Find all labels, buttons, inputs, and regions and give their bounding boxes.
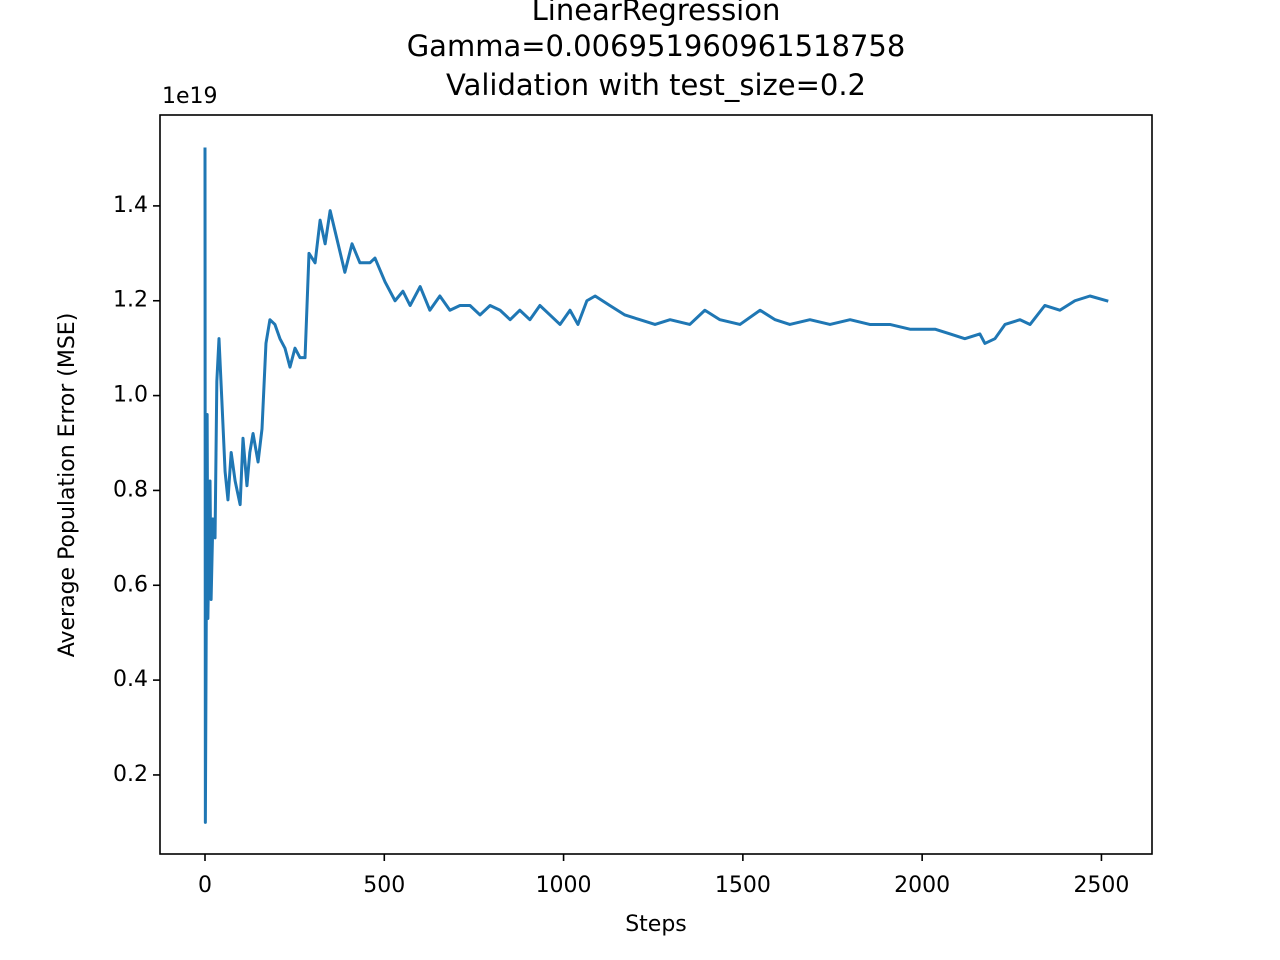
y-tick-label: 1.0 bbox=[113, 383, 148, 408]
y-offset-label: 1e19 bbox=[162, 84, 218, 109]
plot-frame bbox=[159, 114, 1153, 855]
y-tick-label: 0.6 bbox=[113, 572, 148, 597]
y-tick-label: 1.2 bbox=[113, 288, 148, 313]
x-tick-label: 1000 bbox=[536, 873, 592, 898]
chart-subtitle: Gamma=0.006951960961518758 bbox=[407, 29, 906, 63]
y-tick-label: 1.4 bbox=[113, 193, 148, 218]
chart-title: LinearRegression bbox=[532, 0, 781, 27]
x-tick-label: 0 bbox=[198, 873, 212, 898]
y-axis-label: Average Population Error (MSE) bbox=[55, 313, 80, 658]
data-line bbox=[203, 147, 1109, 824]
x-tick-label: 2500 bbox=[1073, 873, 1129, 898]
chart-subtitle: Validation with test_size=0.2 bbox=[446, 68, 866, 102]
x-axis-label: Steps bbox=[625, 912, 687, 937]
x-tick-label: 2000 bbox=[894, 873, 950, 898]
y-tick-label: 0.4 bbox=[113, 667, 148, 692]
y-tick-label: 0.2 bbox=[113, 762, 148, 787]
x-tick-label: 500 bbox=[363, 873, 405, 898]
x-tick-label: 1500 bbox=[715, 873, 771, 898]
y-tick-label: 0.8 bbox=[113, 477, 148, 502]
